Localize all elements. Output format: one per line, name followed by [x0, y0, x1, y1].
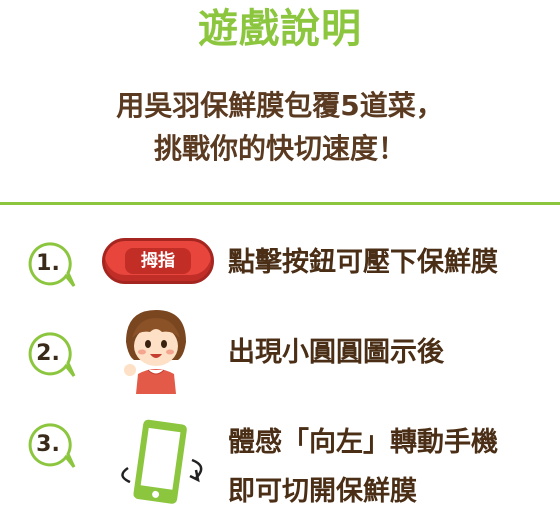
step-number-3: 3.	[36, 432, 60, 457]
step-number-badge-2: 2.	[24, 330, 76, 382]
step-text-3-line-2: 即可切開保鮮膜	[228, 476, 417, 507]
thumb-button-icon: 拇指	[102, 238, 214, 284]
step-number-badge-1: 1.	[24, 240, 76, 292]
subtitle-line-2: 挑戰你的快切速度！	[153, 132, 406, 165]
instructions-subtitle: 用吳羽保鮮膜包覆5道菜， 挑戰你的快切速度！	[0, 84, 560, 170]
subtitle-line-1: 用吳羽保鮮膜包覆5道菜，	[116, 89, 444, 122]
phone-rotate-icon	[121, 419, 203, 504]
step-text-3-line-1: 體感「向左」轉動手機	[228, 427, 498, 458]
girl-character-icon	[124, 310, 186, 394]
step-text-2: 出現小圓圓圖示後	[228, 337, 444, 368]
speech-bubble-icon	[28, 242, 76, 287]
step-number-badge-3: 3.	[24, 421, 76, 473]
step-number-2: 2.	[36, 341, 60, 366]
divider	[0, 202, 560, 205]
speech-bubble-icon	[28, 423, 76, 468]
step-text-1: 點擊按鈕可壓下保鮮膜	[228, 247, 498, 278]
step-number-1: 1.	[36, 251, 60, 276]
page-title: 遊戲說明	[198, 6, 362, 52]
speech-bubble-icon	[28, 332, 76, 377]
thumb-button-label: 拇指	[125, 248, 191, 274]
